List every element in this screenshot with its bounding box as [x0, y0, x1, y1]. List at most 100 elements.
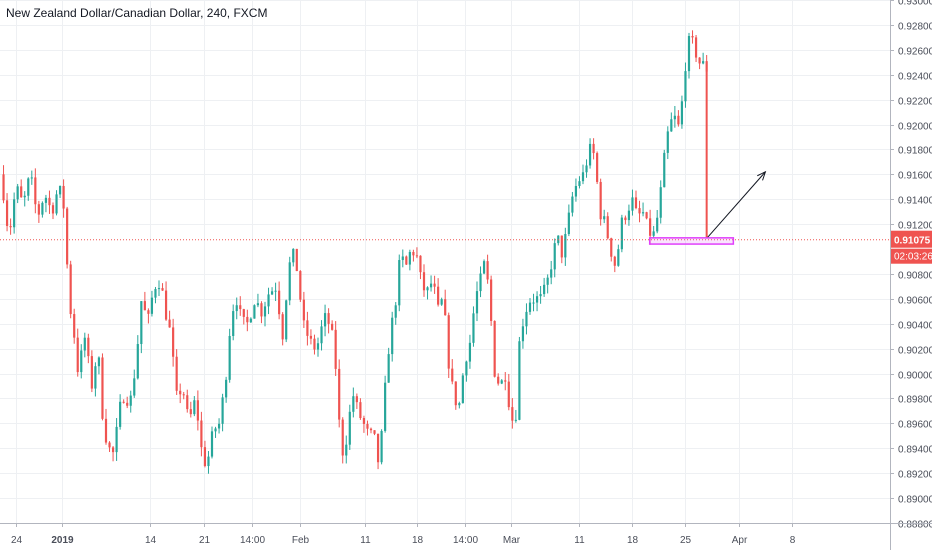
candle — [617, 244, 620, 267]
candle — [373, 430, 376, 436]
candle — [486, 254, 489, 284]
price-tick-label: 0.91800 — [898, 146, 932, 157]
candle — [596, 151, 599, 185]
candle-body — [581, 172, 585, 182]
candle-body — [433, 283, 436, 287]
grid — [0, 0, 890, 524]
candle-body — [486, 261, 489, 280]
candle-body — [274, 290, 277, 292]
candle-body — [652, 231, 655, 236]
candle-body — [323, 313, 327, 327]
candle — [355, 393, 358, 409]
candle-body — [348, 411, 351, 445]
candle — [359, 398, 362, 420]
price-tick-label: 0.90200 — [898, 346, 932, 357]
candle-body — [362, 418, 366, 424]
candle — [684, 62, 687, 108]
candle-body — [550, 269, 553, 278]
candle — [168, 310, 171, 328]
candle-body — [588, 143, 592, 166]
candle — [603, 209, 606, 224]
candle — [391, 311, 394, 362]
candle-body — [535, 296, 539, 303]
candle-body — [13, 199, 16, 228]
candle-body — [627, 210, 631, 221]
candle-body — [44, 197, 48, 203]
candle-body — [355, 396, 358, 403]
candle-body — [391, 317, 394, 355]
candle-body — [133, 378, 136, 396]
candle-body — [221, 397, 224, 424]
candle-body — [331, 323, 334, 330]
candle — [578, 176, 581, 189]
candle-body — [702, 61, 705, 64]
countdown-label: 02:03:26 — [894, 252, 932, 263]
candle — [217, 418, 221, 434]
candle-body — [684, 71, 687, 102]
candle — [20, 179, 23, 198]
candle-body — [398, 260, 401, 306]
candle-body — [260, 303, 263, 317]
candle — [203, 440, 207, 468]
candle-body — [292, 248, 295, 263]
candle — [553, 238, 556, 278]
candle — [48, 190, 51, 214]
candle-body — [66, 208, 69, 265]
candle-body — [175, 356, 178, 391]
candle — [345, 435, 348, 464]
time-tick-label: 14:00 — [453, 535, 478, 546]
candle — [316, 337, 320, 357]
candle — [270, 287, 274, 296]
time-axis[interactable]: 24 2019 14 21 14:00 Feb 11 18 14:00 Mar 11 18 25 Apr 8 — [0, 523, 932, 546]
candle — [468, 334, 472, 369]
candle-body — [440, 299, 443, 305]
candle-body — [408, 251, 411, 265]
candle — [157, 280, 161, 297]
candle-body — [168, 319, 171, 328]
time-tick-label: 14:00 — [240, 535, 265, 546]
candle-body — [415, 255, 419, 257]
candle-body — [606, 216, 609, 239]
candle — [13, 192, 16, 234]
candle-body — [73, 314, 76, 338]
candle — [599, 178, 602, 226]
candle-body — [585, 165, 588, 173]
candle — [422, 264, 426, 297]
candle-body — [412, 251, 415, 256]
candle — [451, 359, 454, 385]
candle-body — [422, 272, 426, 291]
candle — [140, 301, 143, 354]
candle-body — [620, 217, 623, 250]
candle-body — [9, 225, 12, 228]
candle — [73, 308, 76, 344]
candle — [83, 332, 86, 358]
price-axis[interactable]: 0.93000 0.92800 0.92600 0.92400 0.92200 0.920… — [890, 0, 932, 550]
candle — [239, 296, 242, 316]
candle — [348, 404, 351, 451]
candle — [479, 266, 482, 298]
candle-body — [278, 290, 281, 315]
time-tick-label: Feb — [292, 535, 310, 546]
candle — [196, 390, 199, 431]
price-tick-label: 0.89800 — [898, 395, 932, 406]
candle-body — [69, 264, 72, 315]
price-tick-label: 0.91600 — [898, 171, 932, 182]
candle-body — [451, 368, 454, 382]
candle — [193, 396, 196, 417]
price-tick-label: 0.92600 — [898, 47, 932, 58]
candle — [571, 191, 574, 217]
candle-body — [20, 186, 23, 198]
candle-body — [429, 283, 433, 288]
candle — [567, 204, 570, 237]
candle — [656, 209, 659, 234]
candle — [154, 286, 157, 304]
candle — [306, 311, 309, 346]
price-tick-label: 0.90600 — [898, 296, 932, 307]
candle — [638, 200, 641, 223]
price-tick-label: 0.89400 — [898, 445, 932, 456]
candle — [694, 34, 698, 63]
candle — [34, 168, 37, 214]
candle — [514, 409, 517, 423]
annotations — [0, 70, 890, 245]
